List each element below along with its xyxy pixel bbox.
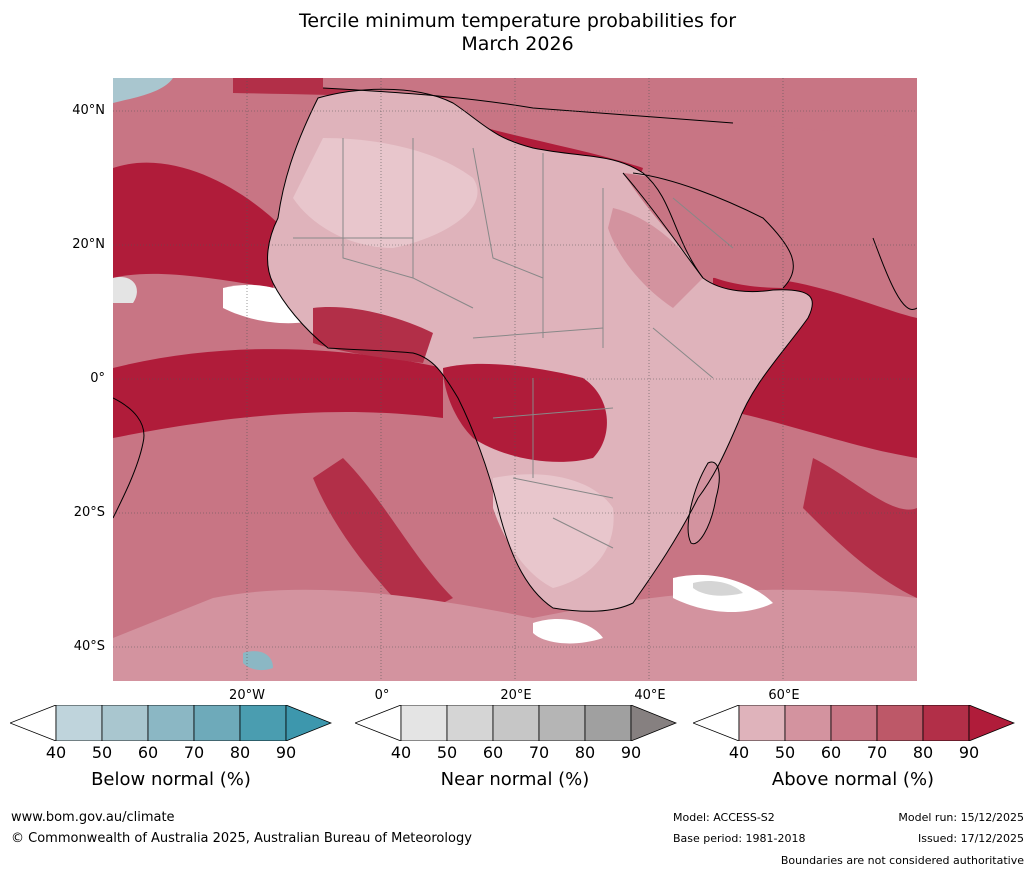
colorbar-above-label: Above normal (%) bbox=[771, 769, 935, 790]
lon-label-20e: 20°E bbox=[500, 688, 532, 703]
disclaimer-text: Boundaries are not considered authoritat… bbox=[780, 854, 1024, 867]
tick-below-60: 60 bbox=[137, 743, 159, 762]
probability-map bbox=[113, 78, 917, 681]
dark-band-south-atlantic bbox=[313, 458, 453, 618]
white-patch-south-2 bbox=[533, 618, 603, 644]
lat-label-20n: 20°N bbox=[72, 237, 105, 252]
base-period-text: Base period: 1981-2018 bbox=[673, 832, 806, 845]
title-line-2: March 2026 bbox=[461, 33, 574, 55]
lat-label-0: 0° bbox=[90, 371, 105, 386]
issued-text: Issued: 17/12/2025 bbox=[917, 832, 1024, 845]
india-coast bbox=[872, 237, 917, 311]
africa-central-dark bbox=[443, 363, 607, 462]
dark-band-equatorial-atlantic bbox=[113, 349, 443, 438]
colorbar-below-label: Below normal (%) bbox=[91, 769, 251, 790]
tick-above-70: 70 bbox=[866, 743, 888, 762]
tick-below-50: 50 bbox=[91, 743, 113, 762]
gridlines bbox=[113, 78, 917, 681]
africa-south-light bbox=[493, 474, 614, 588]
tick-near-40: 40 bbox=[390, 743, 412, 762]
tick-above-90: 90 bbox=[958, 743, 980, 762]
lon-label-20w: 20°W bbox=[229, 688, 265, 703]
light-patch-south bbox=[113, 589, 917, 681]
lon-label-60e: 60°E bbox=[768, 688, 800, 703]
tick-above-40: 40 bbox=[728, 743, 750, 762]
dark-band-east-indian bbox=[803, 458, 917, 598]
tick-near-50: 50 bbox=[436, 743, 458, 762]
africa-east-mid bbox=[608, 208, 703, 308]
lon-label-40e: 40°E bbox=[634, 688, 666, 703]
website-link[interactable]: www.bom.gov.au/climate bbox=[11, 810, 175, 825]
title-line-1: Tercile minimum temperature probabilitie… bbox=[298, 10, 737, 32]
tick-below-70: 70 bbox=[183, 743, 205, 762]
colorbar-near bbox=[355, 705, 677, 741]
europe-landmass bbox=[323, 78, 917, 138]
lat-label-40s: 40°S bbox=[73, 639, 105, 654]
colorbar-below bbox=[10, 705, 332, 741]
lon-label-0: 0° bbox=[374, 688, 390, 703]
chart-title: Tercile minimum temperature probabilitie… bbox=[0, 10, 1035, 56]
arabia-coastline bbox=[632, 172, 794, 289]
south-america-coast bbox=[113, 397, 145, 519]
grey-patch-west bbox=[113, 277, 137, 303]
blue-patch-sw bbox=[243, 651, 273, 671]
tick-near-70: 70 bbox=[528, 743, 550, 762]
africa-sahara-light bbox=[293, 138, 478, 248]
tick-above-60: 60 bbox=[820, 743, 842, 762]
africa-coastline bbox=[267, 88, 813, 612]
tick-above-50: 50 bbox=[774, 743, 796, 762]
arabia-landmass bbox=[623, 173, 794, 288]
colorbar-above bbox=[693, 705, 1015, 741]
tick-near-60: 60 bbox=[482, 743, 504, 762]
tick-below-40: 40 bbox=[45, 743, 67, 762]
tick-above-80: 80 bbox=[912, 743, 934, 762]
lat-label-20s: 20°S bbox=[73, 505, 105, 520]
tick-below-90: 90 bbox=[275, 743, 297, 762]
map-svg bbox=[113, 78, 917, 681]
lat-label-40n: 40°N bbox=[72, 103, 105, 118]
model-text: Model: ACCESS-S2 bbox=[673, 811, 775, 824]
dark-band-north-atlantic bbox=[113, 162, 283, 288]
colorbar-near-label: Near normal (%) bbox=[440, 769, 590, 790]
country-borders bbox=[293, 138, 734, 549]
tick-near-80: 80 bbox=[574, 743, 596, 762]
tick-near-90: 90 bbox=[620, 743, 642, 762]
med-coast-north bbox=[322, 87, 734, 124]
madagascar bbox=[687, 461, 720, 545]
grey-patch-south bbox=[693, 581, 743, 596]
blue-patch-nw bbox=[113, 78, 173, 103]
copyright-text: © Commonwealth of Australia 2025, Austra… bbox=[11, 831, 472, 846]
model-run-text: Model run: 15/12/2025 bbox=[898, 811, 1024, 824]
red-sea-coast bbox=[622, 172, 704, 279]
tick-below-80: 80 bbox=[229, 743, 251, 762]
